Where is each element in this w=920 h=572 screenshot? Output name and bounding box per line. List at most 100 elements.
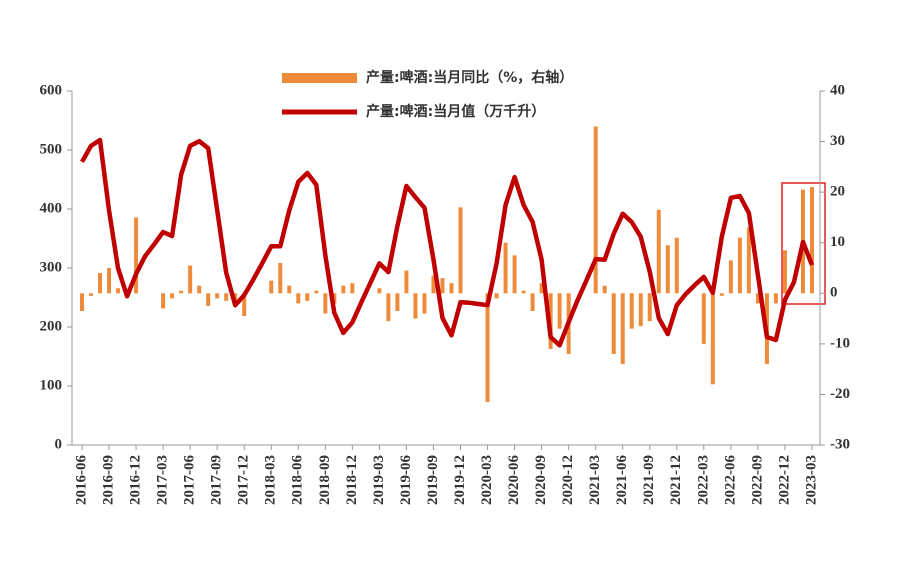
bar xyxy=(629,293,634,329)
y-tick-label: 600 xyxy=(40,82,63,98)
x-tick-label: 2018-06 xyxy=(290,455,306,505)
y-tick-label: 100 xyxy=(40,377,63,393)
bar xyxy=(440,278,445,294)
bar xyxy=(377,288,382,294)
bar xyxy=(278,262,283,294)
legend-label: 产量:啤酒:当月值（万千升） xyxy=(366,103,545,120)
bar xyxy=(719,293,724,296)
bar xyxy=(728,260,733,294)
bar xyxy=(647,293,652,322)
x-tick-label: 2019-09 xyxy=(425,455,441,505)
bar xyxy=(179,290,184,294)
bar xyxy=(809,187,814,294)
bar xyxy=(638,293,643,327)
x-tick-label: 2018-12 xyxy=(344,455,360,505)
bar xyxy=(170,293,175,299)
bar xyxy=(494,293,499,299)
x-tick-label: 2023-03 xyxy=(803,455,819,505)
bar xyxy=(557,293,562,329)
bar xyxy=(737,237,742,294)
bar xyxy=(512,255,517,294)
bar xyxy=(701,293,706,344)
bar xyxy=(323,293,328,314)
x-tick-label: 2019-06 xyxy=(398,455,414,505)
bar xyxy=(98,273,103,294)
bar xyxy=(242,293,247,317)
x-tick-label: 2017-09 xyxy=(209,455,225,505)
x-tick-label: 2021-03 xyxy=(587,455,603,505)
y2-tick-label: 20 xyxy=(830,184,845,200)
bar xyxy=(458,207,463,294)
bar xyxy=(287,285,292,294)
bar xyxy=(521,290,526,294)
x-tick-label: 2022-12 xyxy=(776,455,792,505)
bar xyxy=(386,293,391,322)
x-tick-label: 2019-03 xyxy=(371,455,387,505)
bar xyxy=(188,265,193,294)
bar xyxy=(395,293,400,311)
y-tick-label: 300 xyxy=(40,259,63,275)
y2-tick-label: -10 xyxy=(830,335,850,351)
bar xyxy=(539,283,544,294)
x-tick-label: 2016-12 xyxy=(128,455,144,505)
bar xyxy=(593,126,598,294)
y2-tick-label: 40 xyxy=(830,82,845,98)
bar xyxy=(746,227,751,294)
x-tick-label: 2022-03 xyxy=(695,455,711,505)
bar xyxy=(197,285,202,294)
bar xyxy=(269,280,274,294)
bar xyxy=(665,245,670,294)
bar xyxy=(413,293,418,319)
x-tick-label: 2020-12 xyxy=(560,455,576,505)
bar xyxy=(530,293,535,311)
bar xyxy=(314,290,319,294)
x-tick-label: 2016-06 xyxy=(73,455,89,505)
bar xyxy=(611,293,616,354)
bar xyxy=(503,242,508,294)
x-tick-label: 2018-03 xyxy=(263,455,279,505)
x-tick-label: 2019-12 xyxy=(452,455,468,505)
y-tick-label: 0 xyxy=(55,436,63,452)
x-tick-label: 2020-03 xyxy=(479,455,495,505)
bar xyxy=(485,293,490,403)
x-tick-label: 2020-09 xyxy=(533,455,549,505)
bar xyxy=(224,293,229,301)
bar xyxy=(107,268,112,294)
bar xyxy=(755,293,760,304)
bar xyxy=(116,288,121,294)
bar xyxy=(296,293,301,304)
y2-tick-label: 0 xyxy=(830,285,838,301)
bar xyxy=(134,217,139,294)
legend-label: 产量:啤酒:当月同比（%，右轴） xyxy=(366,69,573,86)
bar xyxy=(620,293,625,365)
bar xyxy=(602,285,607,294)
bar xyxy=(206,293,211,306)
bar xyxy=(710,293,715,385)
bar xyxy=(215,293,220,299)
bar xyxy=(350,283,355,294)
x-tick-label: 2022-09 xyxy=(749,455,765,505)
x-tick-label: 2018-09 xyxy=(317,455,333,505)
x-tick-label: 2020-06 xyxy=(506,455,522,505)
bar xyxy=(80,293,84,311)
bar xyxy=(404,270,409,294)
x-tick-label: 2016-09 xyxy=(100,455,116,505)
x-tick-label: 2021-12 xyxy=(668,455,684,505)
x-tick-label: 2021-06 xyxy=(614,455,630,505)
bar xyxy=(305,293,310,301)
bar xyxy=(782,250,787,294)
bar xyxy=(449,283,454,294)
bar xyxy=(431,275,436,294)
y2-tick-label: 10 xyxy=(830,234,845,250)
x-tick-label: 2017-03 xyxy=(155,455,171,505)
bar xyxy=(656,209,661,294)
bar xyxy=(674,237,679,294)
y2-tick-label: -30 xyxy=(830,436,850,452)
bar xyxy=(332,293,337,304)
bar xyxy=(422,293,427,314)
y2-tick-label: -20 xyxy=(830,386,850,402)
legend-swatch xyxy=(282,73,357,83)
bar xyxy=(161,293,166,309)
y2-tick-label: 30 xyxy=(830,133,845,149)
